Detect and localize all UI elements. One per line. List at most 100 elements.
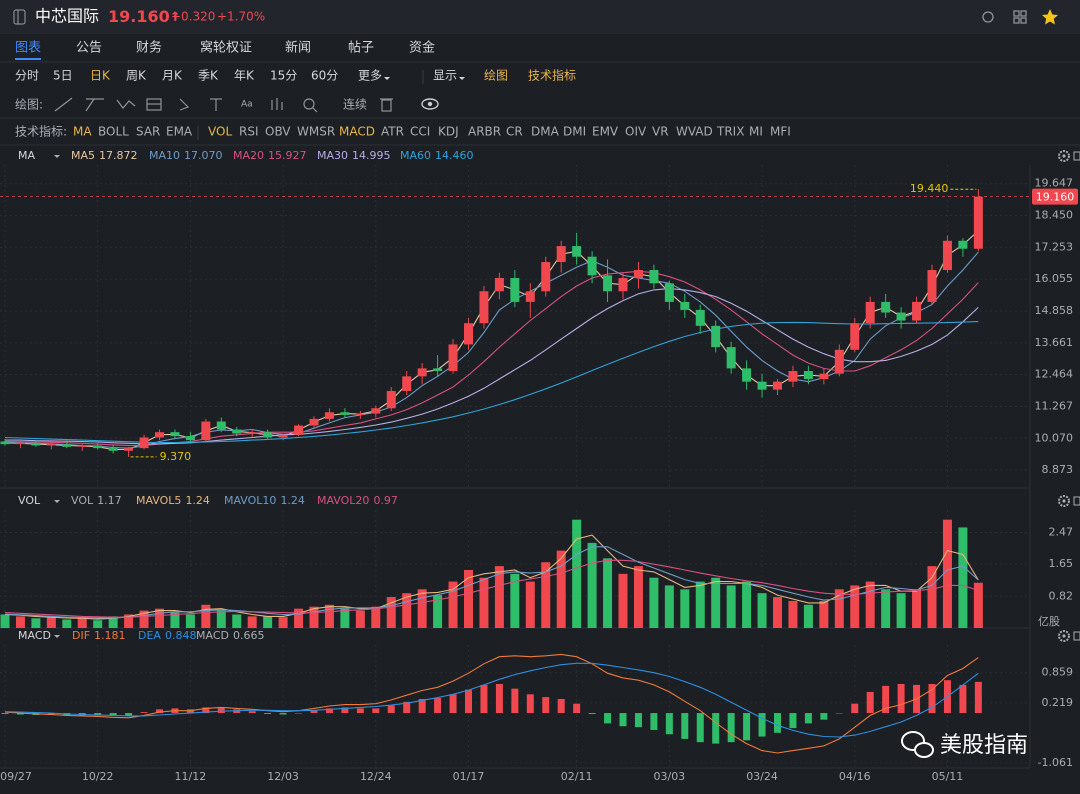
tab[interactable]: 窝轮权证: [200, 40, 252, 56]
period[interactable]: 更多: [358, 69, 382, 83]
candle-body: [788, 371, 798, 382]
candle-body: [757, 381, 767, 390]
period[interactable]: 分时: [15, 69, 39, 83]
indicator[interactable]: KDJ: [438, 125, 459, 139]
indicator[interactable]: WMSR: [297, 125, 335, 139]
candle-body: [587, 256, 597, 276]
macd-bar: [804, 713, 812, 724]
volume-bar: [201, 604, 211, 628]
indicator[interactable]: OBV: [265, 125, 291, 139]
macd-bar: [588, 713, 596, 715]
panel-close[interactable]: [1073, 496, 1080, 506]
indicator[interactable]: WVAD: [676, 125, 713, 139]
period[interactable]: 15分: [270, 69, 297, 83]
macd-bar: [449, 694, 457, 714]
indicator[interactable]: EMA: [166, 125, 193, 139]
indicator[interactable]: MACD: [339, 125, 375, 139]
indicator[interactable]: OIV: [625, 125, 647, 139]
period[interactable]: 月K: [162, 69, 183, 83]
indicator[interactable]: CR: [506, 125, 523, 139]
settings-hub: [1062, 499, 1066, 503]
period[interactable]: 周K: [126, 69, 147, 83]
macd-bar: [16, 713, 24, 715]
volume-bar: [309, 606, 319, 628]
macd-bar: [835, 713, 843, 714]
visibility-icon[interactable]: [421, 98, 439, 110]
period[interactable]: 年K: [234, 69, 255, 83]
macd-bar: [372, 708, 380, 714]
settings-gear: [1058, 630, 1070, 642]
indicator[interactable]: VOL: [208, 125, 232, 139]
candle-body: [278, 434, 288, 438]
tab[interactable]: 新闻: [285, 40, 311, 56]
tab[interactable]: 资金: [409, 40, 435, 56]
indicator[interactable]: MI: [749, 125, 763, 139]
settings-icon[interactable]: [1058, 630, 1070, 642]
candle-body: [139, 437, 149, 449]
y-tick-label: 11.267: [1035, 399, 1074, 412]
indicator[interactable]: ARBR: [468, 125, 501, 139]
legend-name: MAVOL10: [224, 494, 276, 507]
macd-bar: [418, 698, 426, 714]
text-tool[interactable]: Aa: [241, 100, 253, 110]
indicator[interactable]: ATR: [381, 125, 404, 139]
panel-close[interactable]: [1073, 151, 1080, 161]
macd-bar: [434, 698, 442, 714]
indicator[interactable]: MA: [73, 125, 92, 139]
tab[interactable]: 公告: [76, 41, 102, 56]
panel-close[interactable]: [1073, 631, 1080, 641]
period[interactable]: 5日: [53, 69, 73, 83]
macd-bar: [295, 713, 303, 714]
period[interactable]: 60分: [311, 69, 338, 83]
volume-bar: [603, 558, 613, 628]
sidebar-icon[interactable]: [13, 9, 26, 25]
indicator[interactable]: CCI: [410, 125, 430, 139]
indicator[interactable]: EMV: [592, 125, 619, 139]
period[interactable]: 季K: [198, 69, 219, 83]
macd-bar: [356, 708, 364, 714]
period[interactable]: 日K: [90, 69, 111, 83]
indicator[interactable]: MFI: [770, 125, 791, 139]
settings-icon[interactable]: [1058, 150, 1070, 162]
view-menu[interactable]: 技术指标: [528, 68, 576, 83]
y-tick-label: 13.661: [1035, 336, 1074, 349]
indicator[interactable]: BOLL: [98, 125, 129, 139]
legend-title[interactable]: MACD: [18, 629, 51, 642]
volume-bar: [865, 581, 875, 628]
candle-body: [0, 441, 10, 445]
legend-title[interactable]: MA: [18, 149, 35, 162]
macd-bar: [480, 684, 488, 714]
macd-bar: [94, 713, 102, 716]
volume-bar: [572, 519, 582, 628]
volume-bar: [850, 585, 860, 628]
indicator[interactable]: DMA: [531, 125, 560, 139]
refresh-icon[interactable]: [982, 11, 994, 23]
indicator[interactable]: TRIX: [716, 125, 744, 139]
candle-body: [294, 425, 304, 435]
candle-body: [695, 309, 705, 326]
legend-entry: VOL 1.17: [71, 494, 122, 507]
favorite-star[interactable]: [1042, 9, 1058, 25]
indicator[interactable]: RSI: [239, 125, 259, 139]
layout-icon[interactable]: [1013, 10, 1027, 24]
volume-bar: [664, 585, 674, 628]
legend-title[interactable]: VOL: [18, 494, 41, 507]
candle-body: [93, 445, 103, 449]
volume-bar: [386, 597, 396, 628]
tab[interactable]: 帖子: [348, 41, 374, 56]
indicator-line: [4, 270, 979, 447]
settings-icon[interactable]: [1058, 495, 1070, 507]
draw-label: 绘图:: [15, 97, 43, 112]
indicator[interactable]: SAR: [136, 125, 160, 139]
volume-bar: [680, 589, 690, 628]
draw-tools[interactable]: [54, 97, 393, 113]
draw-continuous[interactable]: 连续: [343, 97, 367, 112]
view-menu[interactable]: 显示: [433, 69, 457, 83]
indicator[interactable]: DMI: [563, 125, 586, 139]
tab[interactable]: 财务: [136, 40, 162, 56]
view-menu[interactable]: 绘图: [484, 68, 508, 83]
macd-bar: [681, 713, 689, 739]
tab[interactable]: 图表: [15, 41, 41, 56]
last-price-tag: [1032, 188, 1078, 205]
indicator[interactable]: VR: [652, 125, 669, 139]
